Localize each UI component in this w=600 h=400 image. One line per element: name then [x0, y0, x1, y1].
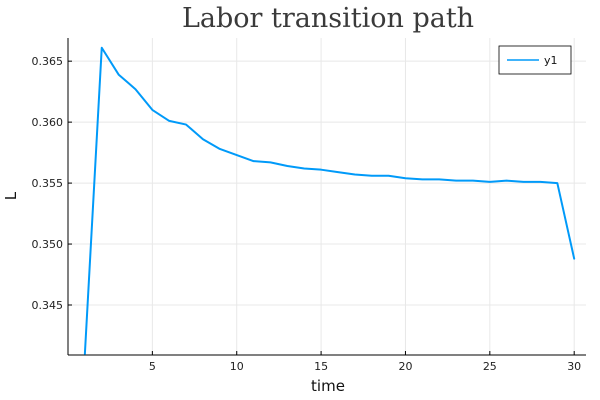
y-axis-label: L	[2, 191, 20, 200]
x-tick-label: 10	[230, 360, 244, 373]
axes	[67, 38, 586, 356]
y-tick-label: 0.350	[32, 238, 64, 251]
ticks: 5 10 15 20 25 30 0.345 0.350 0.355 0.360 0.365	[32, 55, 582, 373]
grid	[68, 38, 586, 355]
x-tick-label: 15	[314, 360, 328, 373]
y-tick-label: 0.360	[32, 116, 64, 129]
x-tick-label: 25	[483, 360, 497, 373]
x-tick-label: 5	[149, 360, 156, 373]
y-tick-label: 0.365	[32, 55, 64, 68]
x-tick-label: 20	[398, 360, 412, 373]
series	[83, 46, 576, 355]
series-line-y1	[83, 46, 576, 355]
x-axis-label: time	[311, 377, 345, 395]
chart-title: Labor transition path	[182, 3, 474, 34]
x-tick-label: 30	[567, 360, 581, 373]
y-tick-label: 0.345	[32, 299, 64, 312]
legend-label: y1	[544, 54, 558, 67]
legend: y1	[498, 45, 572, 75]
y-tick-label: 0.355	[32, 177, 64, 190]
